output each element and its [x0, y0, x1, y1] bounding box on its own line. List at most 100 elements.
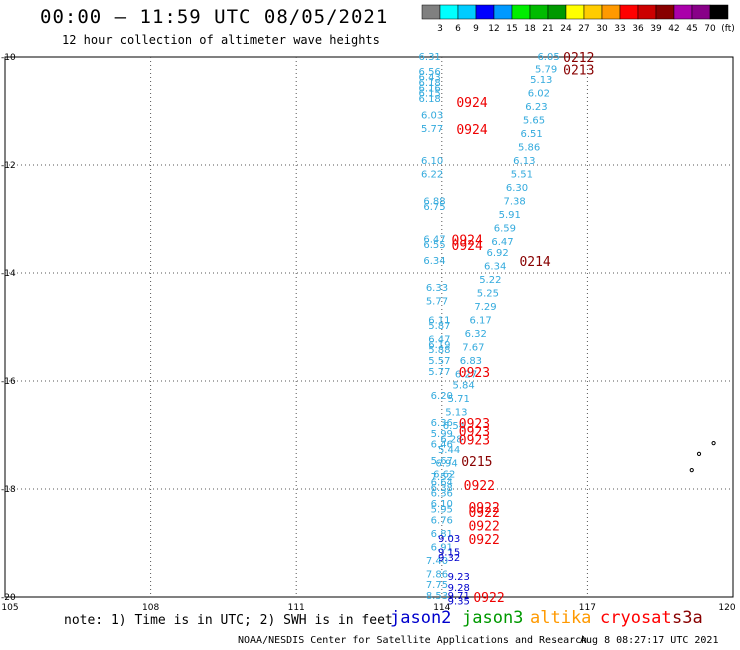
wave-height-label: 6.13 — [513, 156, 535, 167]
colorbar-label: 15 — [506, 24, 517, 34]
wave-height-label: 5.67 — [431, 456, 453, 467]
wave-height-label: 6.11 — [428, 316, 450, 327]
wave-height-label: 9.03 — [438, 534, 460, 545]
wave-height-label: 5.44 — [438, 445, 460, 456]
satellite-legend-s3a: s3a — [672, 608, 703, 628]
pass-time-label: 0924 — [452, 239, 483, 254]
y-tick-label: -10 — [1, 53, 16, 63]
wave-height-label: 6.94 — [436, 459, 458, 470]
colorbar-swatch — [421, 4, 441, 20]
colorbar-label: 70 — [704, 24, 716, 34]
wave-height-label: 6.81 — [431, 529, 453, 540]
wave-height-label: 6.64 — [431, 478, 453, 489]
y-tick-label: -12 — [1, 161, 16, 171]
wave-height-label: 5.13 — [530, 75, 552, 86]
wave-height-label: 7.40 — [426, 556, 448, 567]
wave-height-label: 5.87 — [428, 321, 450, 332]
wave-height-label: 6.34 — [423, 256, 445, 267]
colorbar-label: 12 — [488, 24, 499, 34]
colorbar-label: 27 — [578, 24, 589, 34]
colorbar-swatch — [493, 4, 513, 20]
y-tick-label: -16 — [1, 377, 16, 387]
pass-time-label: 0923 — [459, 366, 490, 381]
pass-time-label: 0923 — [459, 425, 490, 440]
wave-height-label: 6.47 — [423, 235, 445, 246]
wave-height-label: 5.79 — [535, 64, 557, 75]
wave-height-label: 6.32 — [465, 329, 487, 340]
page-title: 00:00 – 11:59 UTC 08/05/2021 — [40, 6, 389, 28]
wave-height-label: 6.30 — [506, 183, 528, 194]
wave-height-label: 9.71 — [448, 591, 470, 602]
satellite-legend-altika: altika — [530, 608, 592, 628]
pass-time-label: 0215 — [461, 455, 492, 470]
wave-height-label: 9.28 — [448, 583, 470, 594]
colorbar-label: 36 — [632, 24, 644, 34]
wave-height-label: 6.59 — [494, 224, 516, 235]
wave-height-label: 6.47 — [428, 334, 450, 345]
wave-height-label: 9.35 — [448, 596, 470, 607]
wave-height-label: 6.36 — [431, 418, 453, 429]
wave-height-label: 6.88 — [423, 197, 445, 208]
wave-height-label: 6.56 — [419, 67, 441, 78]
wave-height-label: 5.25 — [477, 289, 499, 300]
wave-height-label: 6.38 — [431, 483, 453, 494]
pass-time-label: 0922 — [473, 591, 504, 606]
wave-height-label: 9.32 — [438, 553, 460, 564]
y-tick-label: -20 — [1, 593, 16, 603]
wave-height-label: 5.65 — [523, 116, 545, 127]
colorbar-label: 45 — [686, 24, 697, 34]
pass-time-label: 0213 — [563, 63, 594, 78]
wave-height-label: 6.20 — [431, 391, 453, 402]
wave-height-label: 6.76 — [431, 515, 453, 526]
wave-height-label: 6.10 — [421, 156, 443, 167]
wave-height-label: 6.34 — [484, 262, 506, 273]
island-mark — [689, 468, 694, 473]
wave-height-label: 7.67 — [462, 343, 484, 354]
colorbar-swatch — [655, 4, 675, 20]
wave-height-label: 5.99 — [431, 429, 453, 440]
colorbar-label: 21 — [542, 24, 553, 34]
plot-frame — [4, 56, 734, 598]
pass-time-label: 0922 — [468, 520, 499, 535]
x-tick-label: 120 — [718, 603, 735, 613]
pass-time-label: 0922 — [468, 506, 499, 521]
colorbar-label: 30 — [596, 24, 608, 34]
wave-height-label: 6.91 — [431, 542, 453, 553]
wave-height-label: 5.95 — [431, 505, 453, 516]
colorbar-swatch — [673, 4, 693, 20]
colorbar-label: 6 — [455, 24, 461, 34]
pass-time-label: 0212 — [563, 51, 594, 66]
pass-time-label: 0922 — [468, 533, 499, 548]
pass-time-label: 0923 — [459, 417, 490, 432]
x-tick-label: 108 — [142, 603, 159, 613]
wave-height-label: 6.46 — [431, 440, 453, 451]
colorbar-label: 3 — [437, 24, 443, 34]
colorbar-label: 9 — [473, 24, 479, 34]
wave-height-label: 6.18 — [419, 94, 441, 105]
y-tick-label: -18 — [1, 485, 16, 495]
colorbar-label: 18 — [524, 24, 536, 34]
wave-height-label: 5.86 — [518, 143, 540, 154]
wave-height-label: 5.77 — [421, 124, 443, 135]
footer-timestamp: Aug 8 08:27:17 UTC 2021 — [580, 635, 719, 646]
colorbar-swatch — [637, 4, 657, 20]
wave-height-label: 6.02 — [528, 89, 550, 100]
colorbar-swatch — [619, 4, 639, 20]
wave-height-label: 5.13 — [445, 407, 467, 418]
wave-height-label: 6.22 — [421, 170, 443, 181]
wave-height-label: 6.05 — [537, 52, 559, 63]
x-tick-label: 117 — [579, 603, 596, 613]
wave-height-label: 6.36 — [431, 488, 453, 499]
wave-height-label: 6.10 — [431, 499, 453, 510]
page-subtitle: 12 hour collection of altimeter wave hei… — [62, 33, 380, 47]
wave-height-label: 6.28 — [440, 434, 462, 445]
wave-height-label: 6.54 — [443, 421, 465, 432]
wave-height-label: 6.18 — [419, 78, 441, 89]
colorbar-label: 39 — [650, 24, 662, 34]
wave-height-label: 7.29 — [474, 302, 496, 313]
wave-height-label: 5.57 — [428, 356, 450, 367]
wave-height-label: 6.16 — [419, 83, 441, 94]
pass-time-label: 0923 — [459, 433, 490, 448]
wave-height-label: 7.86 — [426, 569, 448, 580]
